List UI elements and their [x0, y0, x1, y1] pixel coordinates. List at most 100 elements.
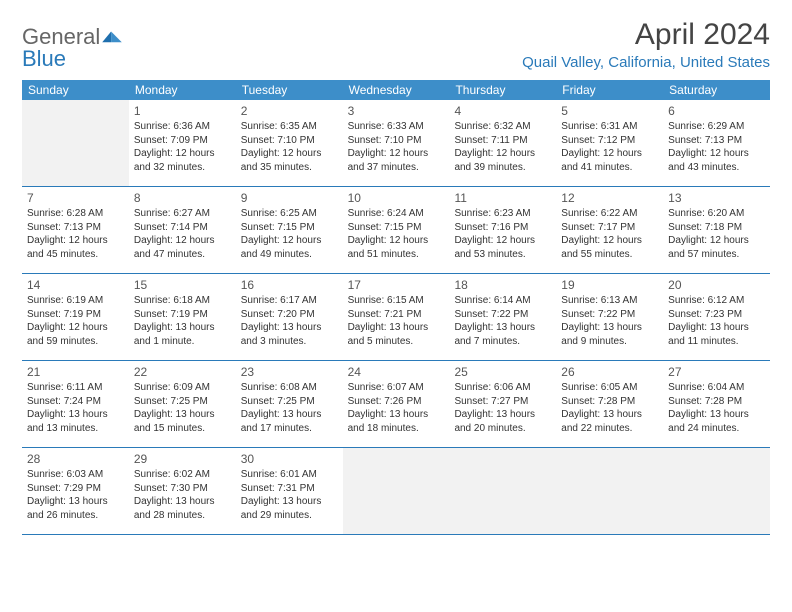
day-number: 23	[241, 364, 338, 380]
day-number: 25	[454, 364, 551, 380]
sunrise-text: Sunrise: 6:24 AM	[348, 207, 445, 221]
day-number: 9	[241, 190, 338, 206]
weekday-header: Tuesday	[236, 80, 343, 100]
day-cell: 26Sunrise: 6:05 AMSunset: 7:28 PMDayligh…	[556, 361, 663, 447]
sunrise-text: Sunrise: 6:35 AM	[241, 120, 338, 134]
daylight-text-2: and 41 minutes.	[561, 161, 658, 175]
day-number: 27	[668, 364, 765, 380]
day-number: 28	[27, 451, 124, 467]
sunrise-text: Sunrise: 6:29 AM	[668, 120, 765, 134]
day-number: 14	[27, 277, 124, 293]
title-block: April 2024 Quail Valley, California, Uni…	[522, 18, 770, 71]
day-cell: 10Sunrise: 6:24 AMSunset: 7:15 PMDayligh…	[343, 187, 450, 273]
day-number: 2	[241, 103, 338, 119]
daylight-text-1: Daylight: 12 hours	[27, 234, 124, 248]
daylight-text-1: Daylight: 13 hours	[241, 321, 338, 335]
day-number: 1	[134, 103, 231, 119]
day-cell: 28Sunrise: 6:03 AMSunset: 7:29 PMDayligh…	[22, 448, 129, 534]
day-cell: 6Sunrise: 6:29 AMSunset: 7:13 PMDaylight…	[663, 100, 770, 186]
sunset-text: Sunset: 7:11 PM	[454, 134, 551, 148]
daylight-text-2: and 20 minutes.	[454, 422, 551, 436]
day-number: 30	[241, 451, 338, 467]
daylight-text-2: and 55 minutes.	[561, 248, 658, 262]
daylight-text-1: Daylight: 12 hours	[561, 234, 658, 248]
daylight-text-1: Daylight: 12 hours	[561, 147, 658, 161]
sunset-text: Sunset: 7:28 PM	[561, 395, 658, 409]
daylight-text-2: and 37 minutes.	[348, 161, 445, 175]
week-row: 1Sunrise: 6:36 AMSunset: 7:09 PMDaylight…	[22, 100, 770, 187]
day-number: 8	[134, 190, 231, 206]
daylight-text-1: Daylight: 13 hours	[454, 408, 551, 422]
day-number: 12	[561, 190, 658, 206]
sunset-text: Sunset: 7:15 PM	[348, 221, 445, 235]
sunrise-text: Sunrise: 6:28 AM	[27, 207, 124, 221]
day-cell: 3Sunrise: 6:33 AMSunset: 7:10 PMDaylight…	[343, 100, 450, 186]
daylight-text-1: Daylight: 13 hours	[668, 321, 765, 335]
day-cell: 13Sunrise: 6:20 AMSunset: 7:18 PMDayligh…	[663, 187, 770, 273]
daylight-text-2: and 39 minutes.	[454, 161, 551, 175]
daylight-text-1: Daylight: 12 hours	[454, 147, 551, 161]
daylight-text-2: and 59 minutes.	[27, 335, 124, 349]
daylight-text-1: Daylight: 12 hours	[134, 234, 231, 248]
sunrise-text: Sunrise: 6:01 AM	[241, 468, 338, 482]
daylight-text-2: and 47 minutes.	[134, 248, 231, 262]
sunset-text: Sunset: 7:26 PM	[348, 395, 445, 409]
sunrise-text: Sunrise: 6:19 AM	[27, 294, 124, 308]
sunset-text: Sunset: 7:23 PM	[668, 308, 765, 322]
sunset-text: Sunset: 7:10 PM	[241, 134, 338, 148]
daylight-text-1: Daylight: 13 hours	[134, 408, 231, 422]
daylight-text-1: Daylight: 12 hours	[241, 147, 338, 161]
daylight-text-2: and 29 minutes.	[241, 509, 338, 523]
weekday-header: Saturday	[663, 80, 770, 100]
day-number: 17	[348, 277, 445, 293]
sunset-text: Sunset: 7:09 PM	[134, 134, 231, 148]
daylight-text-1: Daylight: 12 hours	[454, 234, 551, 248]
daylight-text-1: Daylight: 13 hours	[241, 495, 338, 509]
sunrise-text: Sunrise: 6:09 AM	[134, 381, 231, 395]
weekday-header: Monday	[129, 80, 236, 100]
day-number: 10	[348, 190, 445, 206]
sunset-text: Sunset: 7:25 PM	[241, 395, 338, 409]
day-cell: 9Sunrise: 6:25 AMSunset: 7:15 PMDaylight…	[236, 187, 343, 273]
day-number: 26	[561, 364, 658, 380]
daylight-text-1: Daylight: 13 hours	[134, 495, 231, 509]
day-number: 22	[134, 364, 231, 380]
day-number: 16	[241, 277, 338, 293]
day-number: 18	[454, 277, 551, 293]
day-cell: 2Sunrise: 6:35 AMSunset: 7:10 PMDaylight…	[236, 100, 343, 186]
day-cell: 4Sunrise: 6:32 AMSunset: 7:11 PMDaylight…	[449, 100, 556, 186]
sunrise-text: Sunrise: 6:04 AM	[668, 381, 765, 395]
day-cell: 7Sunrise: 6:28 AMSunset: 7:13 PMDaylight…	[22, 187, 129, 273]
daylight-text-1: Daylight: 13 hours	[134, 321, 231, 335]
daylight-text-2: and 7 minutes.	[454, 335, 551, 349]
day-cell: 16Sunrise: 6:17 AMSunset: 7:20 PMDayligh…	[236, 274, 343, 360]
weekday-header-row: SundayMondayTuesdayWednesdayThursdayFrid…	[22, 80, 770, 100]
day-cell: 30Sunrise: 6:01 AMSunset: 7:31 PMDayligh…	[236, 448, 343, 534]
sunrise-text: Sunrise: 6:12 AM	[668, 294, 765, 308]
sunset-text: Sunset: 7:25 PM	[134, 395, 231, 409]
daylight-text-1: Daylight: 13 hours	[348, 408, 445, 422]
sunset-text: Sunset: 7:13 PM	[27, 221, 124, 235]
sunset-text: Sunset: 7:21 PM	[348, 308, 445, 322]
sunrise-text: Sunrise: 6:07 AM	[348, 381, 445, 395]
daylight-text-2: and 11 minutes.	[668, 335, 765, 349]
sunrise-text: Sunrise: 6:02 AM	[134, 468, 231, 482]
day-cell: 5Sunrise: 6:31 AMSunset: 7:12 PMDaylight…	[556, 100, 663, 186]
day-cell: 12Sunrise: 6:22 AMSunset: 7:17 PMDayligh…	[556, 187, 663, 273]
day-number: 3	[348, 103, 445, 119]
daylight-text-1: Daylight: 13 hours	[348, 321, 445, 335]
day-cell-empty	[343, 448, 450, 534]
daylight-text-2: and 22 minutes.	[561, 422, 658, 436]
sunrise-text: Sunrise: 6:14 AM	[454, 294, 551, 308]
weekday-header: Wednesday	[343, 80, 450, 100]
daylight-text-1: Daylight: 12 hours	[241, 234, 338, 248]
sunrise-text: Sunrise: 6:23 AM	[454, 207, 551, 221]
sunrise-text: Sunrise: 6:27 AM	[134, 207, 231, 221]
day-cell-empty	[22, 100, 129, 186]
daylight-text-1: Daylight: 12 hours	[668, 147, 765, 161]
daylight-text-2: and 17 minutes.	[241, 422, 338, 436]
daylight-text-1: Daylight: 12 hours	[668, 234, 765, 248]
sunrise-text: Sunrise: 6:31 AM	[561, 120, 658, 134]
calendar: SundayMondayTuesdayWednesdayThursdayFrid…	[22, 80, 770, 535]
day-cell-empty	[449, 448, 556, 534]
